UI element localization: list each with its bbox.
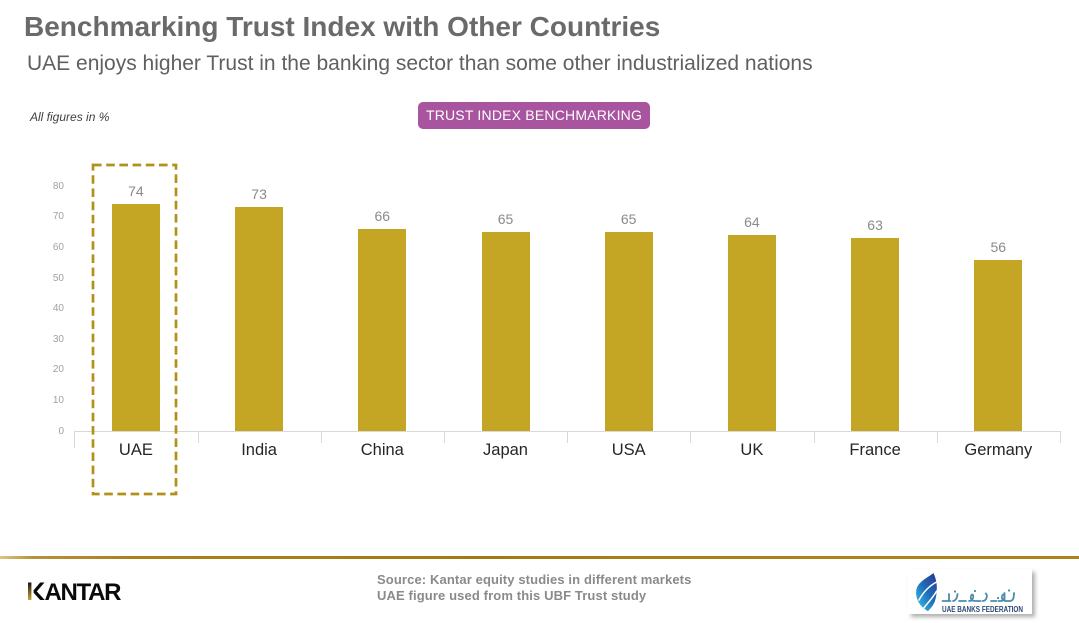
- svg-text:UAE BANKS FEDERATION: UAE BANKS FEDERATION: [942, 605, 1023, 614]
- svg-text:ANTAR: ANTAR: [45, 580, 122, 606]
